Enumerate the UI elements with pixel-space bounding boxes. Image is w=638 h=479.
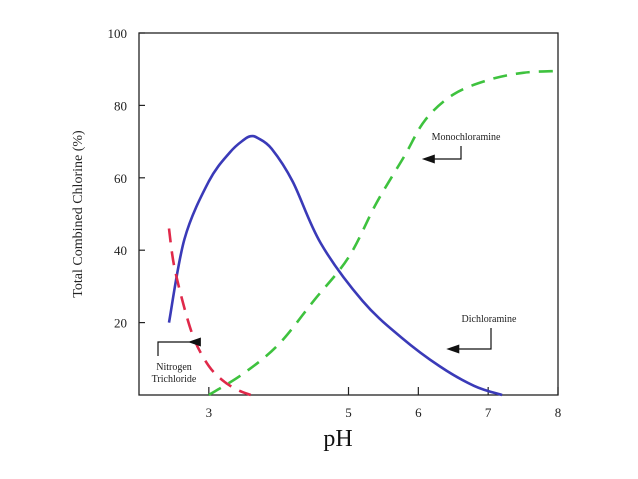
plot-frame	[138, 32, 559, 396]
x-axis-label: pH	[323, 426, 352, 452]
annotation-text: Nitrogen	[156, 362, 192, 373]
y-tick-label-80: 80	[114, 98, 127, 113]
x-tick-label-6: 6	[415, 405, 422, 420]
y-tick-label-20: 20	[114, 316, 127, 331]
x-tick-label-3: 3	[206, 405, 213, 420]
plot-area	[138, 32, 559, 396]
annotation-arrowhead	[446, 344, 460, 354]
annotation-arrowhead	[421, 154, 435, 164]
annotation-text: Trichloride	[152, 374, 197, 385]
y-axis: 20 40 60 80 100	[108, 26, 145, 331]
y-tick-label-40: 40	[114, 243, 127, 258]
x-tick-label-8: 8	[555, 405, 562, 420]
series-line-monochloramine	[208, 69, 559, 397]
y-tick-label-100: 100	[108, 26, 128, 41]
x-axis: 3 5 6 7 8	[206, 387, 562, 420]
annotation-text: Monochloramine	[432, 132, 501, 143]
annotation-monochloramine: Monochloramine	[421, 132, 501, 164]
series-layer	[167, 69, 559, 397]
annotation-text: Dichloramine	[462, 314, 518, 325]
annotation-dichloramine: Dichloramine	[446, 314, 517, 354]
y-axis-label: Total Combined Chlorine (%)	[71, 130, 86, 298]
annotation-leader	[433, 146, 462, 160]
annotation-arrowhead	[187, 337, 201, 347]
y-tick-label-60: 60	[114, 171, 127, 186]
annotation-layer: Monochloramine Dichloramine NitrogenTrichl…	[152, 132, 517, 385]
annotation-leader	[458, 328, 492, 350]
x-tick-label-7: 7	[485, 405, 492, 420]
series-line-dichloramine	[167, 134, 503, 397]
annotation-leader	[157, 341, 200, 356]
x-tick-label-5: 5	[345, 405, 352, 420]
